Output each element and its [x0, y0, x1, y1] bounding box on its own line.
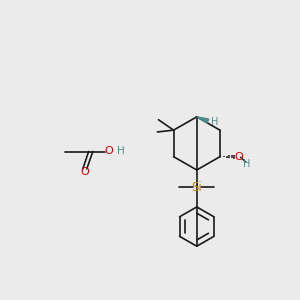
Text: H: H	[243, 159, 250, 169]
Text: O: O	[80, 167, 89, 177]
Text: H: H	[211, 117, 219, 127]
Polygon shape	[197, 117, 209, 123]
Text: H: H	[117, 146, 125, 157]
Text: O: O	[104, 146, 113, 157]
Text: O: O	[234, 152, 243, 162]
Text: Si: Si	[191, 181, 202, 194]
